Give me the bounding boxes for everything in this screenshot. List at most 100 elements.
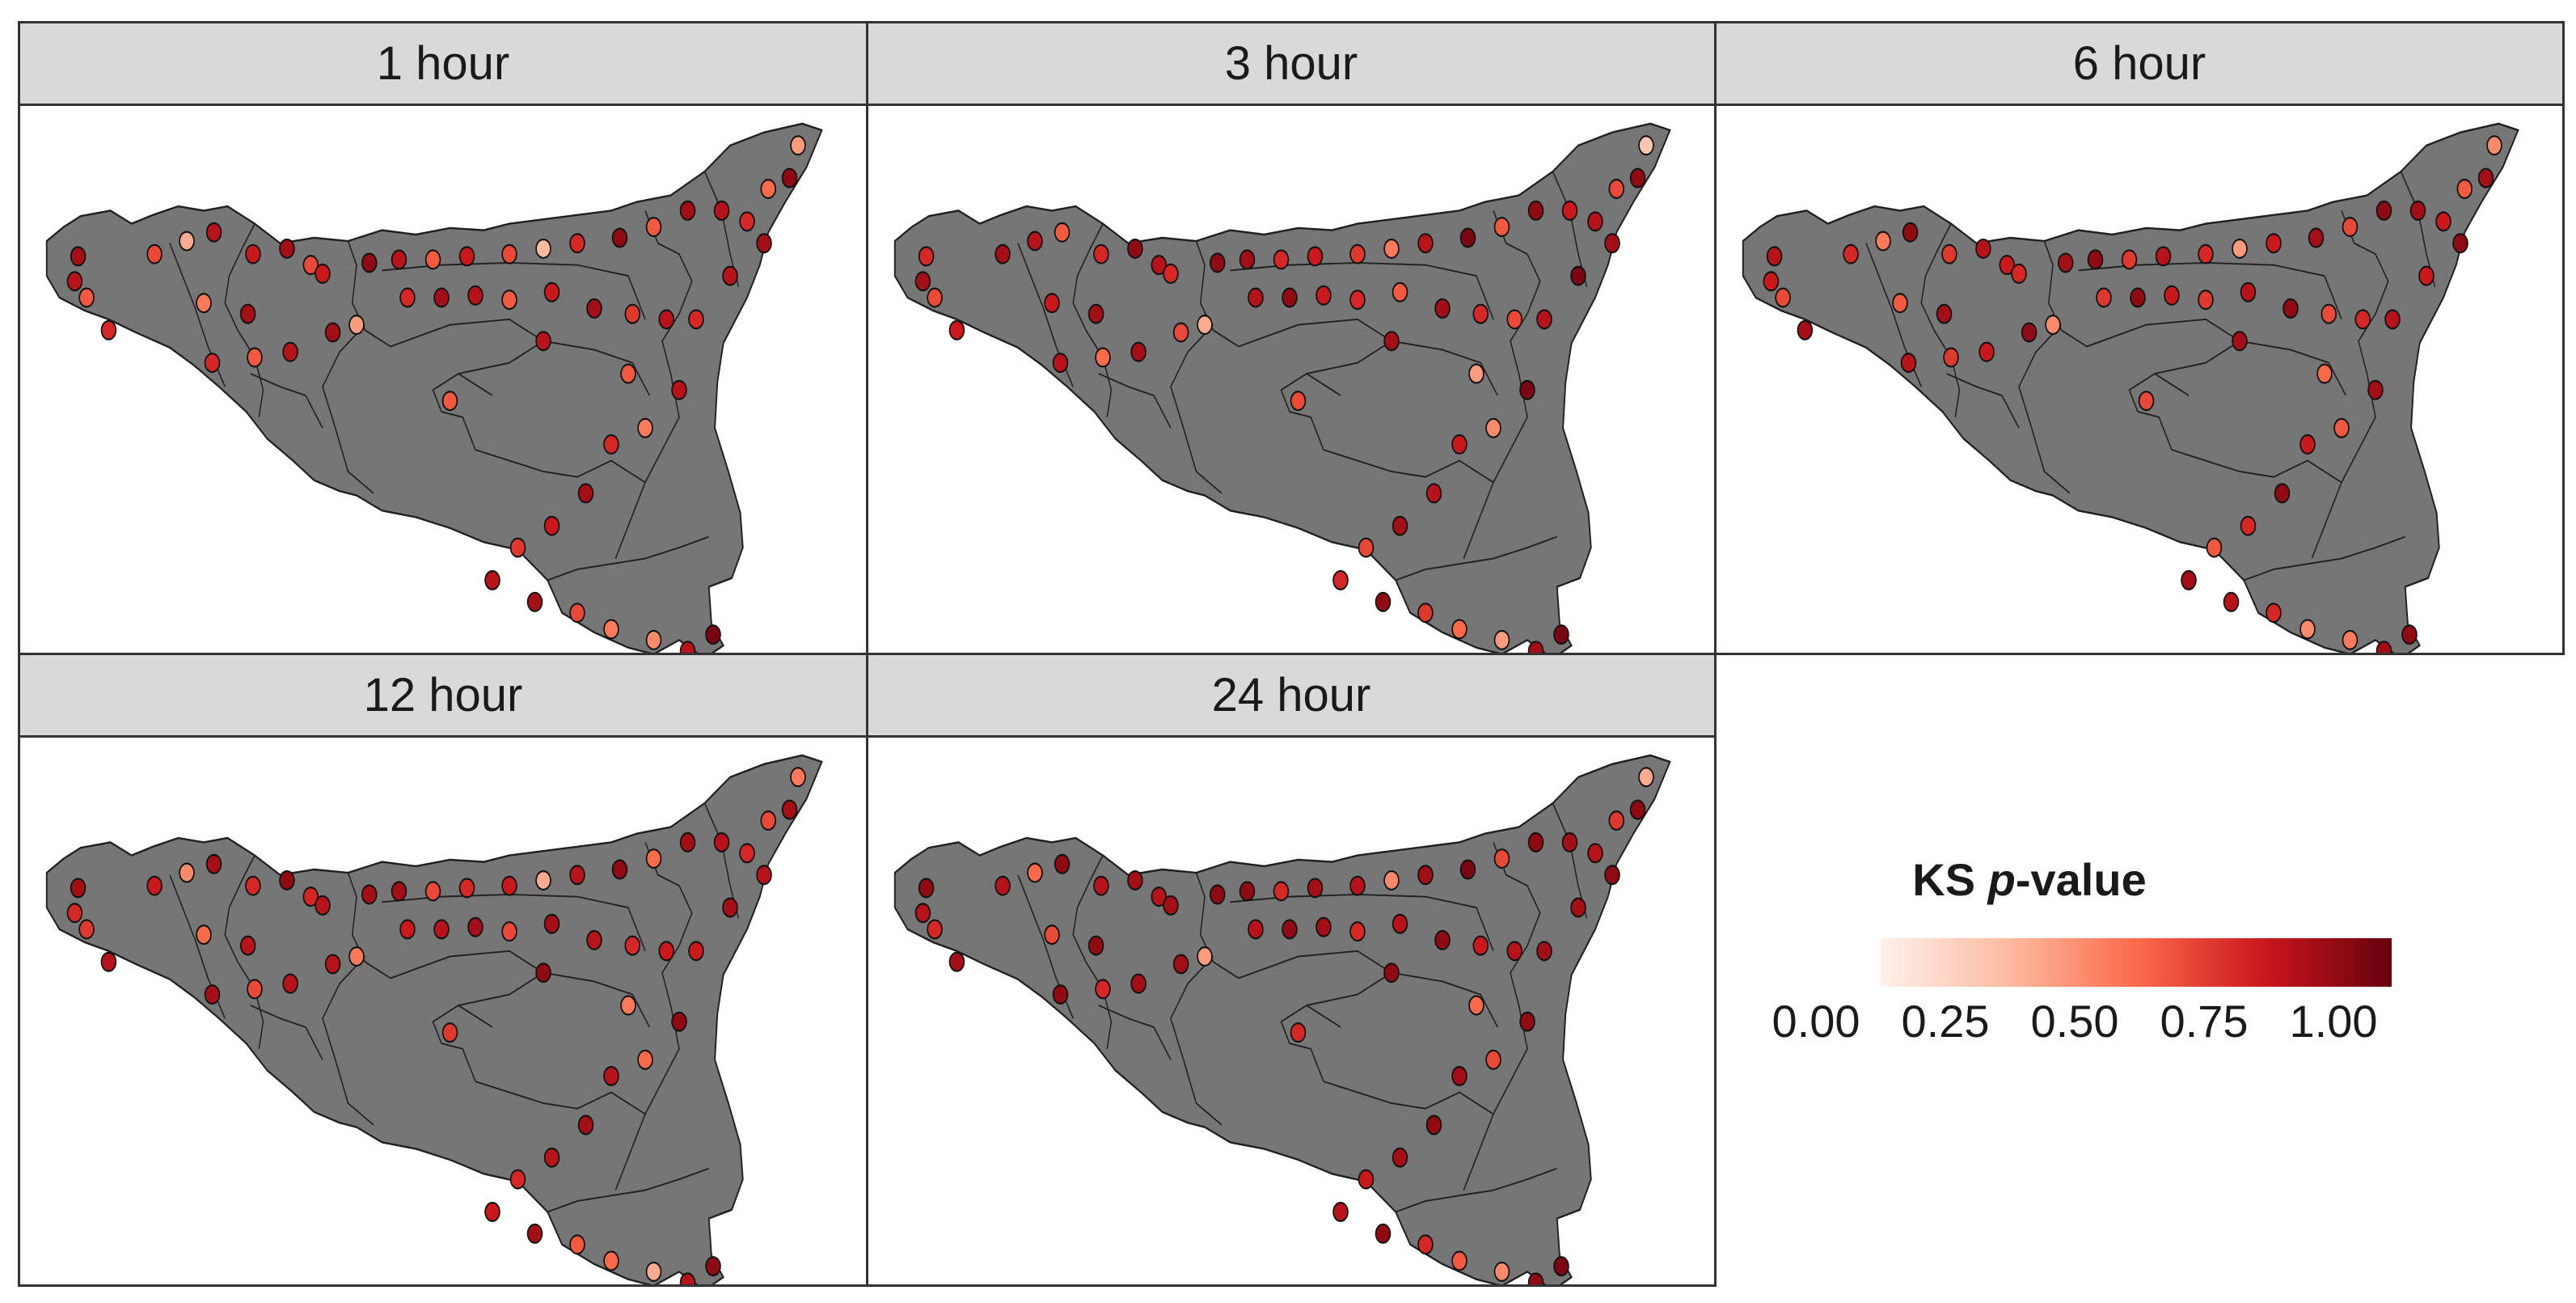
basin-boundary <box>2043 240 2088 348</box>
sicily-landmass <box>893 122 1671 653</box>
station-point <box>1472 935 1489 956</box>
station-point <box>603 619 619 640</box>
station-point <box>927 287 943 308</box>
station-point <box>1519 379 1535 400</box>
station-point <box>1553 624 1569 645</box>
station-point <box>1130 341 1147 362</box>
panel-strip-label: 24 hour <box>868 655 1714 738</box>
station-point <box>1943 347 1959 368</box>
station-point <box>2011 263 2027 284</box>
station-point <box>1095 347 1111 368</box>
station-point <box>611 859 628 880</box>
station-point <box>1451 434 1467 455</box>
station-point <box>1519 1011 1535 1032</box>
station-point <box>1248 287 1264 308</box>
station-point <box>324 954 341 975</box>
station-point <box>671 1011 687 1032</box>
map-area <box>868 738 1714 1284</box>
station-point <box>1892 293 1908 314</box>
station-point <box>1902 222 1919 243</box>
station-point <box>179 231 195 252</box>
legend-tick-label: 0.00 <box>1772 996 1860 1047</box>
station-point <box>2384 309 2401 330</box>
legend-tick-label: 0.75 <box>2160 996 2249 1047</box>
station-point <box>1941 243 1957 264</box>
station-point <box>204 353 221 374</box>
station-point <box>2198 290 2214 311</box>
station-point <box>2274 483 2291 504</box>
basin-boundary <box>543 340 650 396</box>
station-point <box>2342 629 2359 650</box>
basin-boundary <box>1306 1005 1341 1028</box>
station-point <box>2367 379 2384 400</box>
station-point <box>196 924 212 946</box>
station-point <box>501 921 517 942</box>
station-point <box>1527 1272 1544 1284</box>
basin-boundary <box>224 223 264 417</box>
station-point <box>2232 238 2248 259</box>
station-point <box>543 913 560 934</box>
station-point <box>1127 869 1143 891</box>
station-point <box>756 865 772 886</box>
station-point <box>282 341 298 362</box>
station-point <box>1248 919 1264 940</box>
basin-boundary <box>475 449 646 484</box>
station-point <box>441 1022 458 1043</box>
station-point <box>100 951 117 972</box>
basin-boundary <box>2311 482 2342 559</box>
station-point <box>66 903 83 924</box>
station-point <box>543 1147 560 1168</box>
basin-boundary <box>347 872 391 979</box>
map-area <box>868 106 1714 653</box>
station-point <box>1130 973 1147 994</box>
station-point <box>637 1049 653 1070</box>
station-point <box>688 941 704 962</box>
station-point <box>2181 569 2197 590</box>
station-point <box>1391 913 1408 934</box>
station-point <box>569 233 585 254</box>
station-point <box>918 878 935 899</box>
station-point <box>1054 222 1071 243</box>
basin-boundary <box>1170 955 1223 1126</box>
station-point <box>1197 946 1213 967</box>
station-point <box>1493 1261 1510 1282</box>
station-point <box>1629 799 1646 820</box>
station-point <box>781 799 798 820</box>
basin-boundary <box>2244 535 2405 582</box>
station-point <box>2486 135 2502 156</box>
basin-boundary <box>1920 223 1961 417</box>
station-point <box>458 246 475 267</box>
station-point <box>361 252 378 273</box>
station-point <box>2333 417 2350 438</box>
station-point <box>2232 331 2248 352</box>
station-point <box>391 881 408 902</box>
basin-boundary <box>250 373 323 429</box>
station-point <box>781 167 798 188</box>
station-point <box>1052 353 1069 374</box>
station-point <box>645 848 662 869</box>
station-point <box>1332 569 1349 590</box>
station-point <box>756 233 772 254</box>
panel-strip-label: 1 hour <box>20 23 866 106</box>
station-point <box>1358 537 1375 558</box>
station-point <box>1417 233 1434 254</box>
map-content <box>45 122 823 653</box>
sicily-map <box>45 122 823 653</box>
station-point <box>1425 1115 1442 1136</box>
sicily-map <box>893 122 1671 653</box>
sicily-landmass <box>45 754 823 1284</box>
station-point <box>1485 1049 1501 1070</box>
station-point <box>239 935 256 956</box>
station-point <box>2240 281 2257 302</box>
station-point <box>1391 281 1408 302</box>
station-point <box>1638 767 1654 788</box>
station-point <box>424 249 441 270</box>
station-point <box>2240 515 2257 536</box>
station-point <box>509 537 526 558</box>
station-point <box>1468 363 1484 384</box>
basin-boundary <box>2018 324 2071 494</box>
station-point <box>1391 515 1408 536</box>
sicily-map <box>893 754 1671 1284</box>
station-point <box>245 875 261 896</box>
station-point <box>624 935 641 956</box>
